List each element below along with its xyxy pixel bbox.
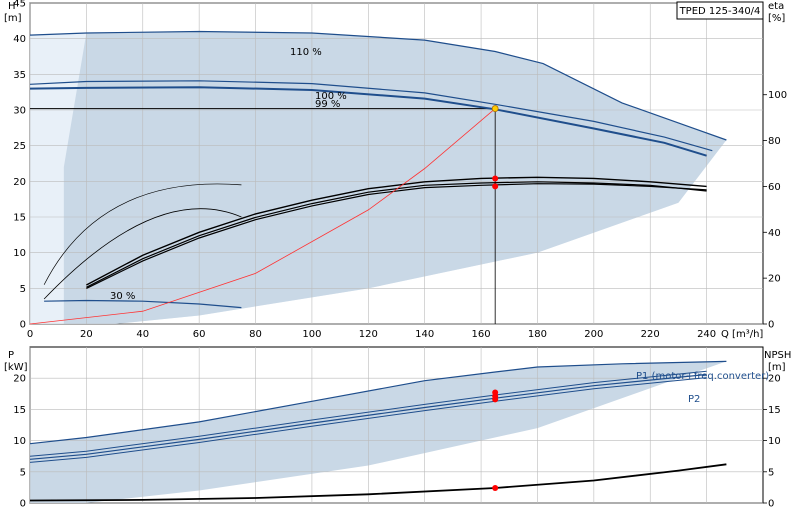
head-efficiency-chart: 0 20 40 60 80 100 120 140 160 180 200 220 2400510152… bbox=[13, 0, 787, 340]
lower-left-axis-symbol: P bbox=[8, 350, 14, 361]
p1-curve bbox=[29, 360, 727, 445]
npsh-tick-label: 20 bbox=[768, 374, 781, 385]
x-tick-label: 20 bbox=[80, 329, 93, 340]
npsh-tick-label: 5 bbox=[768, 467, 774, 478]
upper-left-axis-unit: [m] bbox=[4, 13, 22, 24]
npsh-tick-label: 0 bbox=[768, 499, 774, 510]
x-tick-label: 120 bbox=[359, 329, 378, 340]
efficiency-curve-30 bbox=[43, 208, 242, 300]
power-tick-label: 20 bbox=[13, 374, 26, 385]
eta-tick-label: 60 bbox=[768, 182, 781, 193]
y-tick-label: 5 bbox=[20, 284, 26, 295]
y-tick-label: 15 bbox=[13, 213, 26, 224]
x-tick-label: 180 bbox=[528, 329, 547, 340]
p2-curve-lower bbox=[29, 377, 707, 463]
p2-curve bbox=[29, 373, 707, 460]
lower-left-axis-unit: [kW] bbox=[4, 362, 28, 373]
title-box bbox=[676, 1, 764, 20]
x-tick-label: 80 bbox=[249, 329, 262, 340]
power-range-area bbox=[30, 361, 727, 503]
x-tick-label: 240 bbox=[697, 329, 716, 340]
npsh-curve bbox=[29, 463, 727, 502]
curve-label-100: 100 % bbox=[315, 91, 347, 102]
upper-right-axis-symbol: eta bbox=[768, 1, 784, 12]
efficiency-curve-min bbox=[43, 183, 242, 285]
eta-tick-label: 20 bbox=[768, 274, 781, 285]
lower-right-axis-unit: [m] bbox=[768, 362, 786, 373]
x-tick-label: 160 bbox=[472, 329, 491, 340]
system-curve bbox=[29, 108, 496, 325]
efficiency-curve bbox=[86, 183, 707, 290]
y-tick-label: 10 bbox=[13, 248, 26, 259]
lower-right-axis-symbol: NPSH bbox=[764, 350, 791, 361]
y-tick-label: 40 bbox=[13, 34, 26, 45]
efficiency-duty-point bbox=[492, 183, 499, 190]
x-tick-label: 220 bbox=[641, 329, 660, 340]
eta-tick-label: 80 bbox=[768, 136, 781, 147]
power-tick-label: 15 bbox=[13, 405, 26, 416]
y-tick-label: 45 bbox=[13, 0, 26, 10]
curve-label-99: 99 % bbox=[315, 99, 340, 110]
series-label-p2: P2 bbox=[688, 394, 700, 405]
power-tick-label: 0 bbox=[20, 499, 26, 510]
chart-title: TPED 125-340/4 bbox=[679, 6, 761, 17]
power-duty-point bbox=[492, 396, 499, 403]
y-tick-label: 20 bbox=[13, 177, 26, 188]
head-curve bbox=[29, 86, 707, 157]
y-tick-label: 25 bbox=[13, 141, 26, 152]
power-duty-point bbox=[492, 485, 499, 492]
x-tick-label: 200 bbox=[584, 329, 603, 340]
head-curve bbox=[44, 299, 242, 309]
y-tick-label: 0 bbox=[20, 320, 26, 331]
x-axis-label: Q [m³/h] bbox=[721, 329, 763, 340]
npsh-tick-label: 15 bbox=[768, 405, 781, 416]
curve-label-110: 110 % bbox=[290, 47, 322, 58]
head-curve bbox=[29, 30, 727, 141]
power-tick-label: 10 bbox=[13, 436, 26, 447]
x-tick-label: 140 bbox=[415, 329, 434, 340]
upper-right-axis-unit: [%] bbox=[768, 13, 785, 24]
x-tick-label: 100 bbox=[302, 329, 321, 340]
y-tick-label: 35 bbox=[13, 70, 26, 81]
duty-point bbox=[491, 105, 499, 112]
eta-tick-label: 0 bbox=[768, 320, 774, 331]
series-label-p1: P1 (motor+freq.converter) bbox=[636, 371, 769, 382]
head-curve bbox=[29, 80, 713, 152]
p2-curve-upper bbox=[29, 370, 707, 457]
x-tick-label: 60 bbox=[193, 329, 206, 340]
curve-label-30: 30 % bbox=[110, 291, 135, 302]
x-tick-label: 40 bbox=[136, 329, 149, 340]
power-tick-label: 5 bbox=[20, 467, 26, 478]
eta-tick-label: 100 bbox=[768, 90, 787, 101]
efficiency-curve bbox=[86, 176, 707, 286]
eta-tick-label: 40 bbox=[768, 228, 781, 239]
operating-range-area bbox=[63, 31, 727, 324]
npsh-tick-label: 10 bbox=[768, 436, 781, 447]
x-tick-label: 0 bbox=[27, 329, 33, 340]
upper-left-axis-symbol: H bbox=[8, 1, 16, 12]
power-npsh-chart: 0 5 10 15 20 0 5 10 15 20 bbox=[13, 346, 781, 510]
efficiency-duty-point bbox=[492, 175, 499, 182]
y-tick-label: 30 bbox=[13, 106, 26, 117]
